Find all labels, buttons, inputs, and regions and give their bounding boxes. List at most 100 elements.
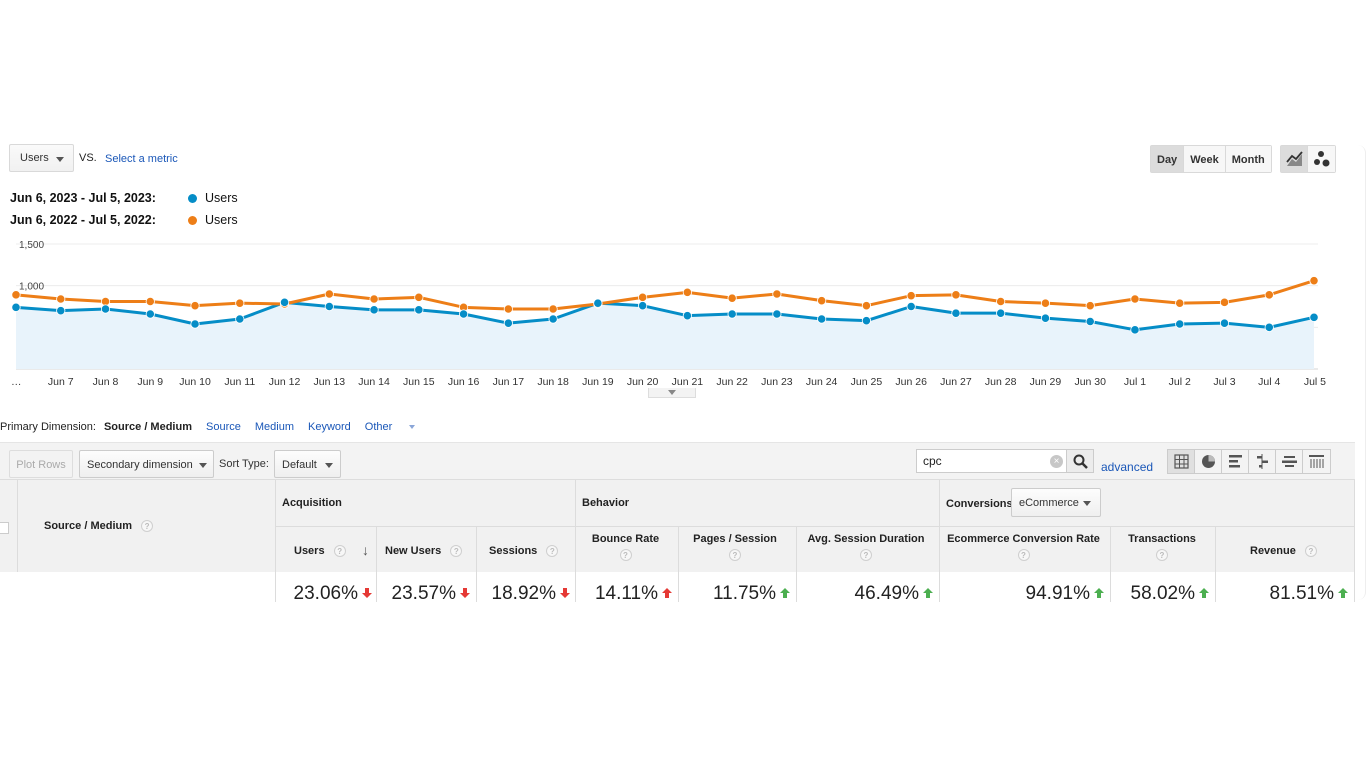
data-point bbox=[1309, 312, 1319, 322]
transactions-column-header[interactable]: Transactions ? bbox=[1114, 533, 1210, 561]
data-point bbox=[548, 304, 558, 314]
chart-resize-handle[interactable] bbox=[648, 388, 696, 398]
help-icon[interactable]: ? bbox=[860, 549, 872, 561]
select-metric-link[interactable]: Select a metric bbox=[105, 153, 178, 165]
help-icon[interactable]: ? bbox=[1017, 549, 1030, 561]
bar-chart-icon bbox=[1229, 455, 1242, 468]
data-point bbox=[11, 290, 21, 300]
x-tick-label: Jun 29 bbox=[1030, 376, 1062, 388]
pages-session-column-header[interactable]: Pages / Session ? bbox=[680, 533, 790, 561]
dimension-source[interactable]: Source bbox=[206, 421, 241, 433]
data-point bbox=[996, 296, 1006, 307]
data-point bbox=[682, 287, 692, 297]
data-point bbox=[100, 304, 111, 314]
help-icon[interactable]: ? bbox=[729, 549, 741, 561]
comparison-view-button[interactable] bbox=[1249, 450, 1276, 473]
report-card: Users VS. Select a metric Day Week Month… bbox=[0, 137, 1366, 602]
column-divider bbox=[1354, 480, 1355, 573]
table-search-input[interactable]: cpc bbox=[916, 449, 1067, 473]
help-icon[interactable]: ? bbox=[1156, 549, 1168, 561]
percentage-view-button[interactable] bbox=[1195, 450, 1222, 473]
metric-select[interactable]: Users bbox=[9, 144, 74, 172]
help-icon[interactable]: ? bbox=[141, 520, 154, 533]
data-point bbox=[1175, 298, 1185, 308]
bounce-rate-column-header[interactable]: Bounce Rate ? bbox=[578, 533, 673, 561]
data-point bbox=[1219, 297, 1230, 307]
x-tick-label: Jun 23 bbox=[761, 376, 793, 388]
plot-rows-button[interactable]: Plot Rows bbox=[9, 450, 73, 478]
x-tick-label: Jun 24 bbox=[806, 376, 838, 388]
table-header: Source / Medium ? Acquisition Behavior C… bbox=[0, 479, 1355, 573]
metric-select-label: Users bbox=[20, 152, 49, 164]
metric-total-cell: 94.91% bbox=[1026, 583, 1104, 602]
help-icon[interactable]: ? bbox=[1304, 545, 1317, 558]
column-divider bbox=[575, 572, 576, 602]
line-chart-icon bbox=[1286, 151, 1303, 166]
period-week-button[interactable]: Week bbox=[1184, 146, 1226, 172]
advanced-filter-link[interactable]: advanced bbox=[1101, 460, 1154, 474]
sessions-column-header[interactable]: Sessions ? bbox=[489, 545, 559, 558]
period-day-button[interactable]: Day bbox=[1151, 146, 1185, 172]
chevron-down-icon bbox=[325, 463, 333, 468]
column-divider bbox=[678, 526, 679, 573]
sort-descending-icon[interactable]: ↓ bbox=[362, 542, 369, 558]
period-month-button[interactable]: Month bbox=[1225, 146, 1271, 172]
ecommerce-conversion-rate-column-header[interactable]: Ecommerce Conversion Rate ? bbox=[945, 533, 1102, 561]
data-point bbox=[906, 301, 916, 312]
dimension-other[interactable]: Other bbox=[365, 421, 430, 433]
metric-total-value: 58.02% bbox=[1130, 583, 1195, 602]
data-point bbox=[951, 308, 961, 318]
sort-type-select[interactable]: Default bbox=[274, 450, 341, 478]
motion-chart-button[interactable] bbox=[1308, 146, 1335, 172]
avg-session-duration-column-label: Avg. Session Duration bbox=[807, 533, 925, 545]
secondary-dimension-select[interactable]: Secondary dimension bbox=[79, 450, 214, 478]
pivot-view-button[interactable] bbox=[1303, 450, 1330, 473]
term-cloud-view-button[interactable] bbox=[1276, 450, 1303, 473]
data-point bbox=[503, 304, 513, 314]
dimension-keyword[interactable]: Keyword bbox=[307, 421, 351, 433]
help-icon[interactable]: ? bbox=[333, 545, 346, 558]
search-button[interactable] bbox=[1066, 449, 1094, 473]
x-tick-label: Jul 2 bbox=[1169, 376, 1191, 388]
x-tick-label: Jun 17 bbox=[493, 376, 525, 388]
dimension-medium[interactable]: Medium bbox=[254, 421, 294, 433]
column-divider bbox=[1215, 572, 1216, 602]
metric-total-cell: 23.06% bbox=[294, 583, 372, 602]
line-chart-button[interactable] bbox=[1281, 146, 1308, 172]
new-users-column-header[interactable]: New Users ? bbox=[385, 545, 463, 558]
y-tick-label: 1,000 bbox=[19, 282, 44, 293]
data-point bbox=[1264, 322, 1274, 332]
data-point bbox=[1309, 276, 1319, 286]
metric-total-value: 11.75% bbox=[712, 583, 776, 602]
help-icon[interactable]: ? bbox=[619, 549, 632, 561]
metric-total-value: 18.92% bbox=[491, 583, 556, 602]
revenue-column-header[interactable]: Revenue ? bbox=[1250, 545, 1317, 558]
data-point bbox=[414, 292, 424, 302]
select-all-checkbox[interactable] bbox=[0, 522, 9, 534]
clear-search-icon[interactable]: × bbox=[1050, 455, 1063, 468]
dimension-source-medium[interactable]: Source / Medium bbox=[103, 421, 192, 433]
chevron-down-icon bbox=[668, 390, 676, 395]
data-table-view-button[interactable] bbox=[1168, 450, 1195, 473]
conversions-type-select[interactable]: eCommerce bbox=[1011, 488, 1101, 517]
performance-view-button[interactable] bbox=[1222, 450, 1249, 473]
help-icon[interactable]: ? bbox=[546, 545, 559, 558]
data-point bbox=[951, 290, 961, 300]
series-line bbox=[15, 279, 1315, 311]
metric-total-cell: 23.57% bbox=[392, 583, 470, 602]
avg-session-duration-column-header[interactable]: Avg. Session Duration ? bbox=[800, 533, 932, 561]
conversions-type-value: eCommerce bbox=[1019, 497, 1079, 509]
help-icon[interactable]: ? bbox=[450, 545, 463, 558]
data-point bbox=[772, 289, 782, 299]
source-medium-header[interactable]: Source / Medium ? bbox=[44, 520, 154, 533]
users-column-header[interactable]: Users ? bbox=[294, 545, 346, 558]
data-point bbox=[906, 291, 916, 301]
new-users-column-label: New Users bbox=[385, 545, 442, 557]
metric-total-cell: 46.49% bbox=[855, 583, 933, 602]
x-tick-label: Jun 28 bbox=[985, 376, 1017, 388]
column-divider bbox=[1215, 526, 1216, 573]
data-point bbox=[638, 301, 648, 311]
x-tick-label: Jul 4 bbox=[1258, 376, 1280, 388]
arrow-up-icon bbox=[780, 588, 790, 598]
